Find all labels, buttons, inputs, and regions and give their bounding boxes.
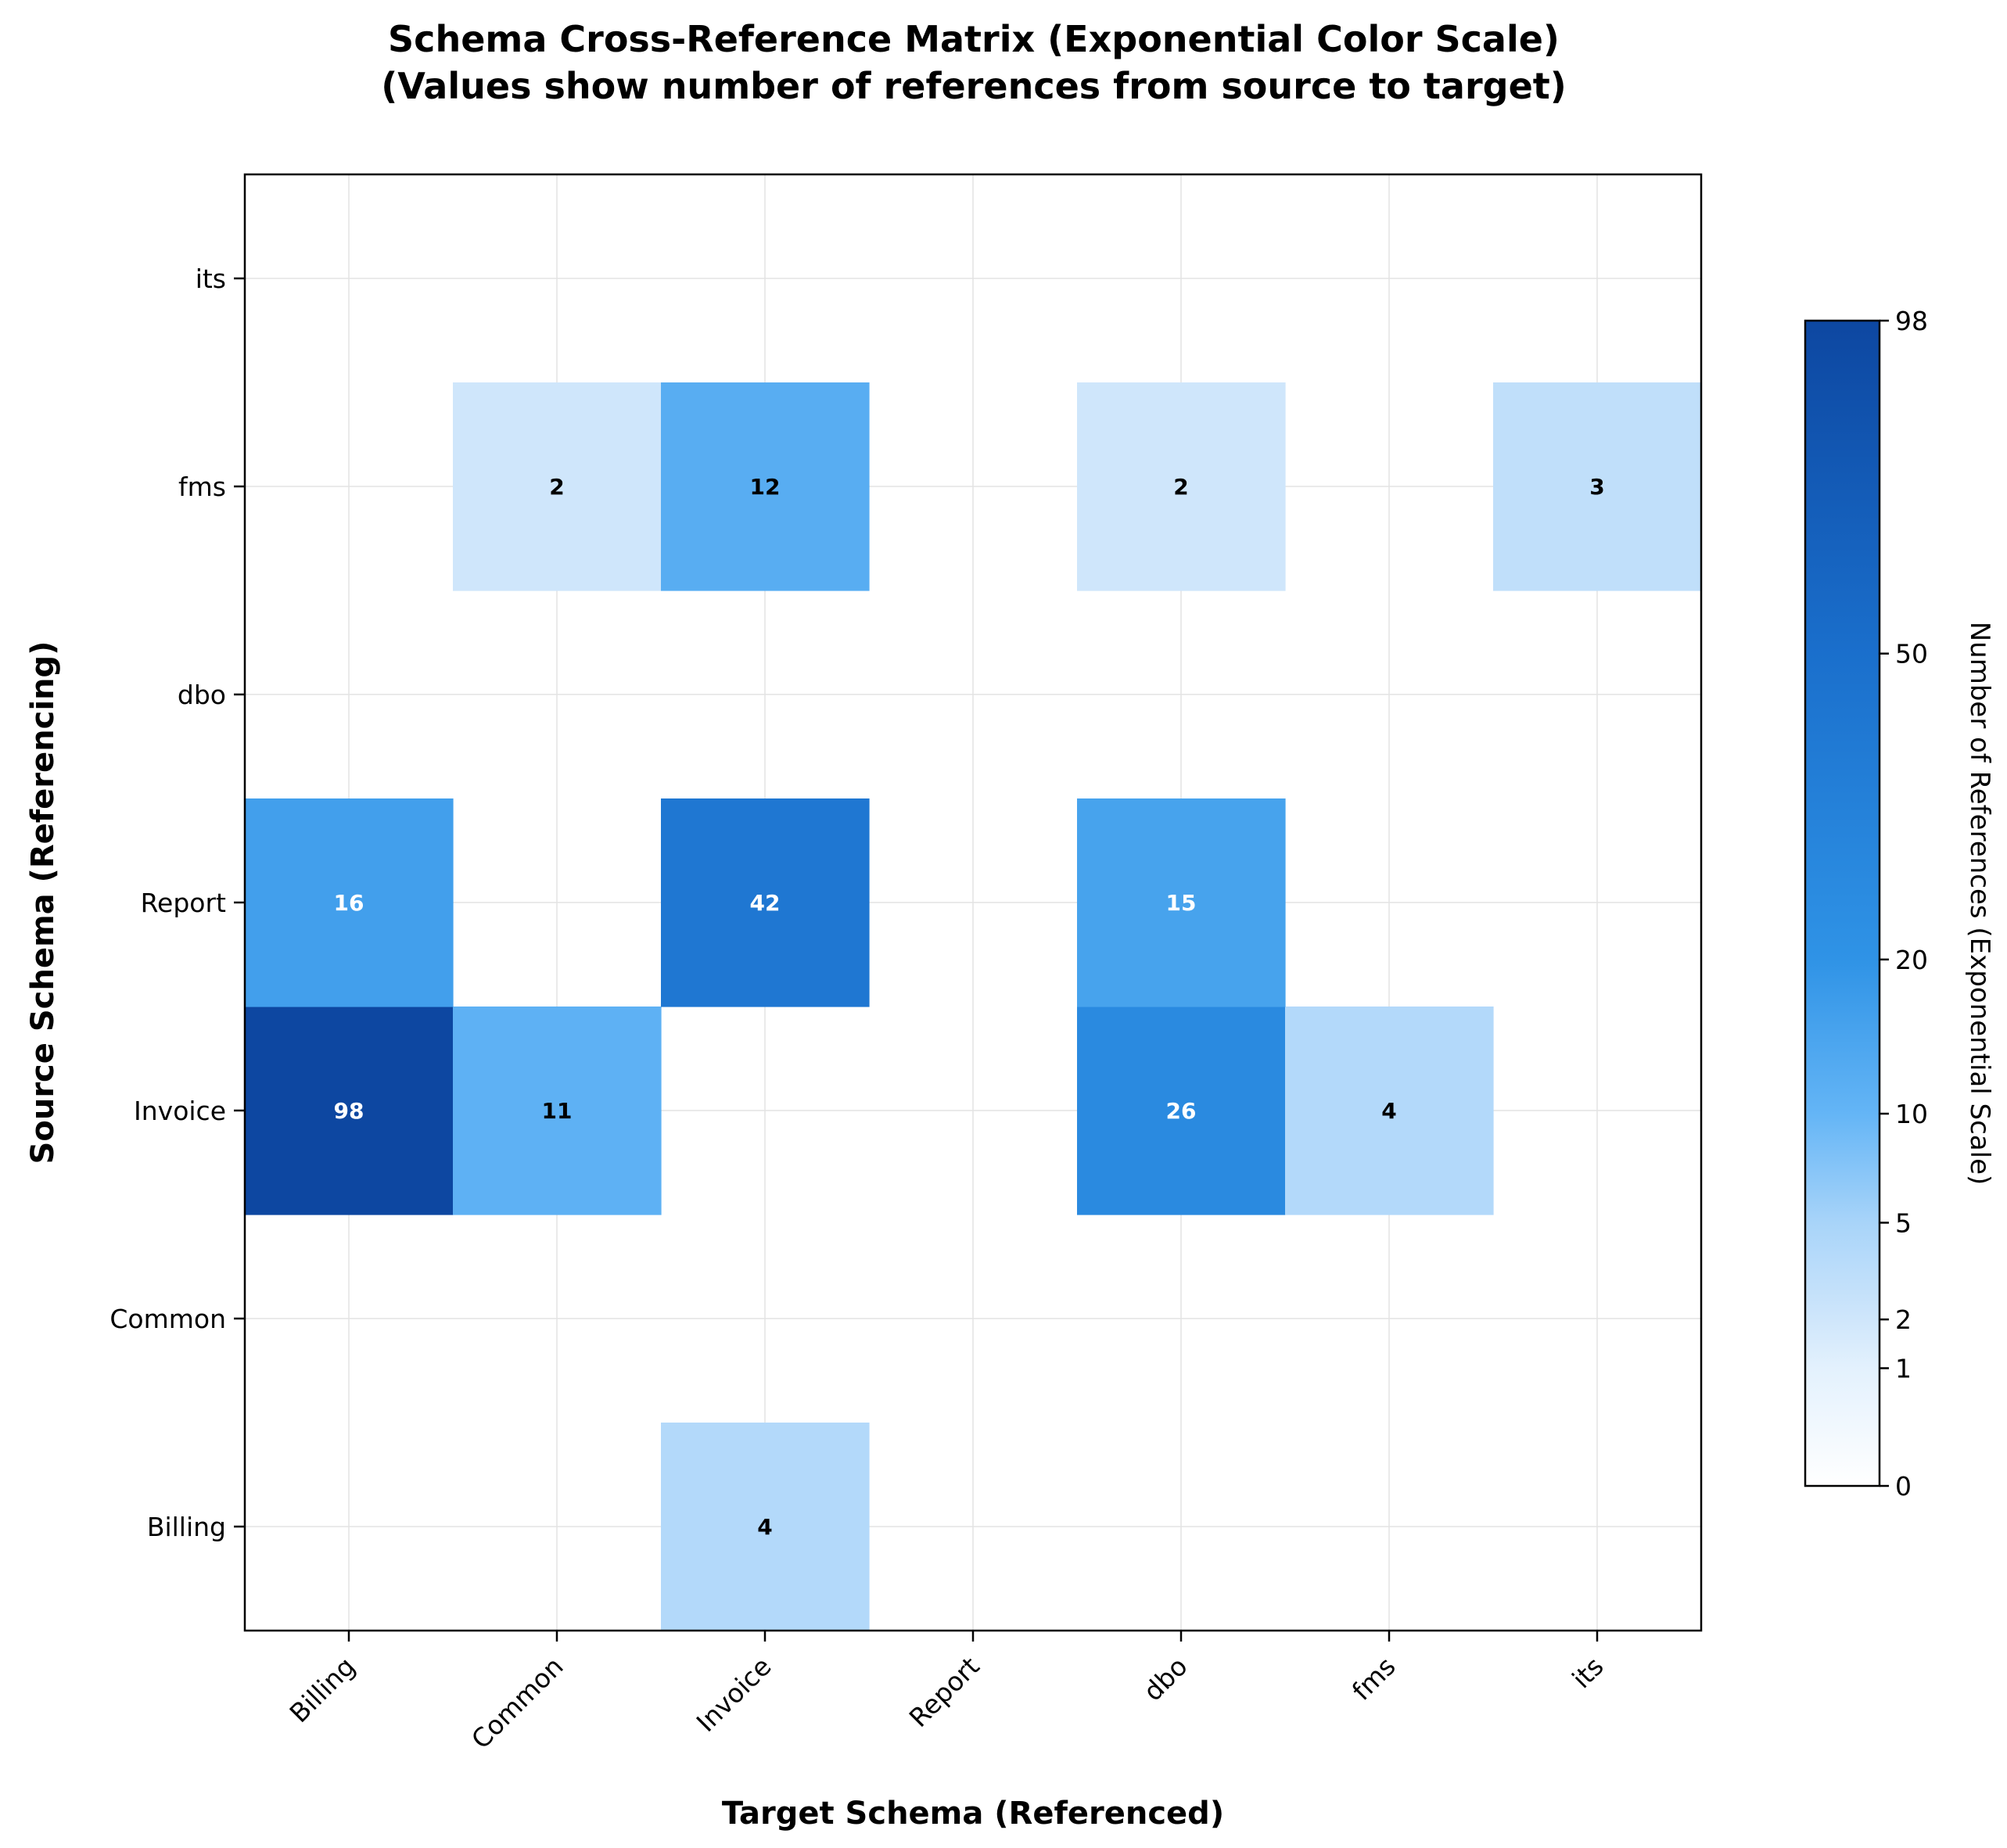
cell-value-label: 3 (1589, 474, 1604, 500)
y-tick-label: Invoice (134, 1096, 226, 1126)
y-tick-label: dbo (178, 680, 226, 710)
cell-value-label: 42 (750, 890, 781, 916)
cell-value-label: 98 (334, 1098, 364, 1124)
y-axis-label: Source Schema (Referencing) (25, 641, 61, 1164)
x-axis-label: Target Schema (Referenced) (722, 1796, 1224, 1832)
y-tick-label: Report (141, 888, 226, 918)
colorbar-tick-label: 50 (1895, 639, 1928, 669)
cell-value-label: 12 (750, 474, 781, 500)
colorbar-label: Number of References (Exponential Scale) (1964, 622, 1995, 1186)
cell-value-label: 15 (1166, 890, 1197, 916)
cell-value-label: 4 (757, 1514, 772, 1540)
colorbar-tick-label: 20 (1895, 945, 1928, 975)
colorbar-tick-label: 5 (1895, 1207, 1912, 1238)
y-tick-label: Common (110, 1304, 226, 1334)
chart-subtitle: (Values show number of references from s… (381, 65, 1567, 107)
colorbar-tick-label: 2 (1895, 1304, 1912, 1335)
cell-value-label: 2 (1173, 474, 1188, 500)
cell-value-label: 4 (1381, 1098, 1396, 1124)
cell-value-label: 2 (549, 474, 564, 500)
cell-value-label: 26 (1166, 1098, 1197, 1124)
colorbar (1805, 321, 1880, 1486)
colorbar-tick-label: 1 (1895, 1353, 1912, 1383)
y-tick-label: Billing (147, 1512, 226, 1542)
colorbar-tick-label: 10 (1895, 1099, 1928, 1129)
cell-value-label: 11 (542, 1098, 573, 1124)
colorbar-tick-label: 0 (1895, 1471, 1912, 1502)
y-tick-label: fms (178, 472, 226, 502)
y-tick-label: its (196, 264, 226, 294)
chart-title: Schema Cross-Reference Matrix (Exponenti… (388, 18, 1560, 60)
colorbar-tick-label: 98 (1895, 306, 1928, 336)
cell-value-label: 16 (334, 890, 364, 916)
